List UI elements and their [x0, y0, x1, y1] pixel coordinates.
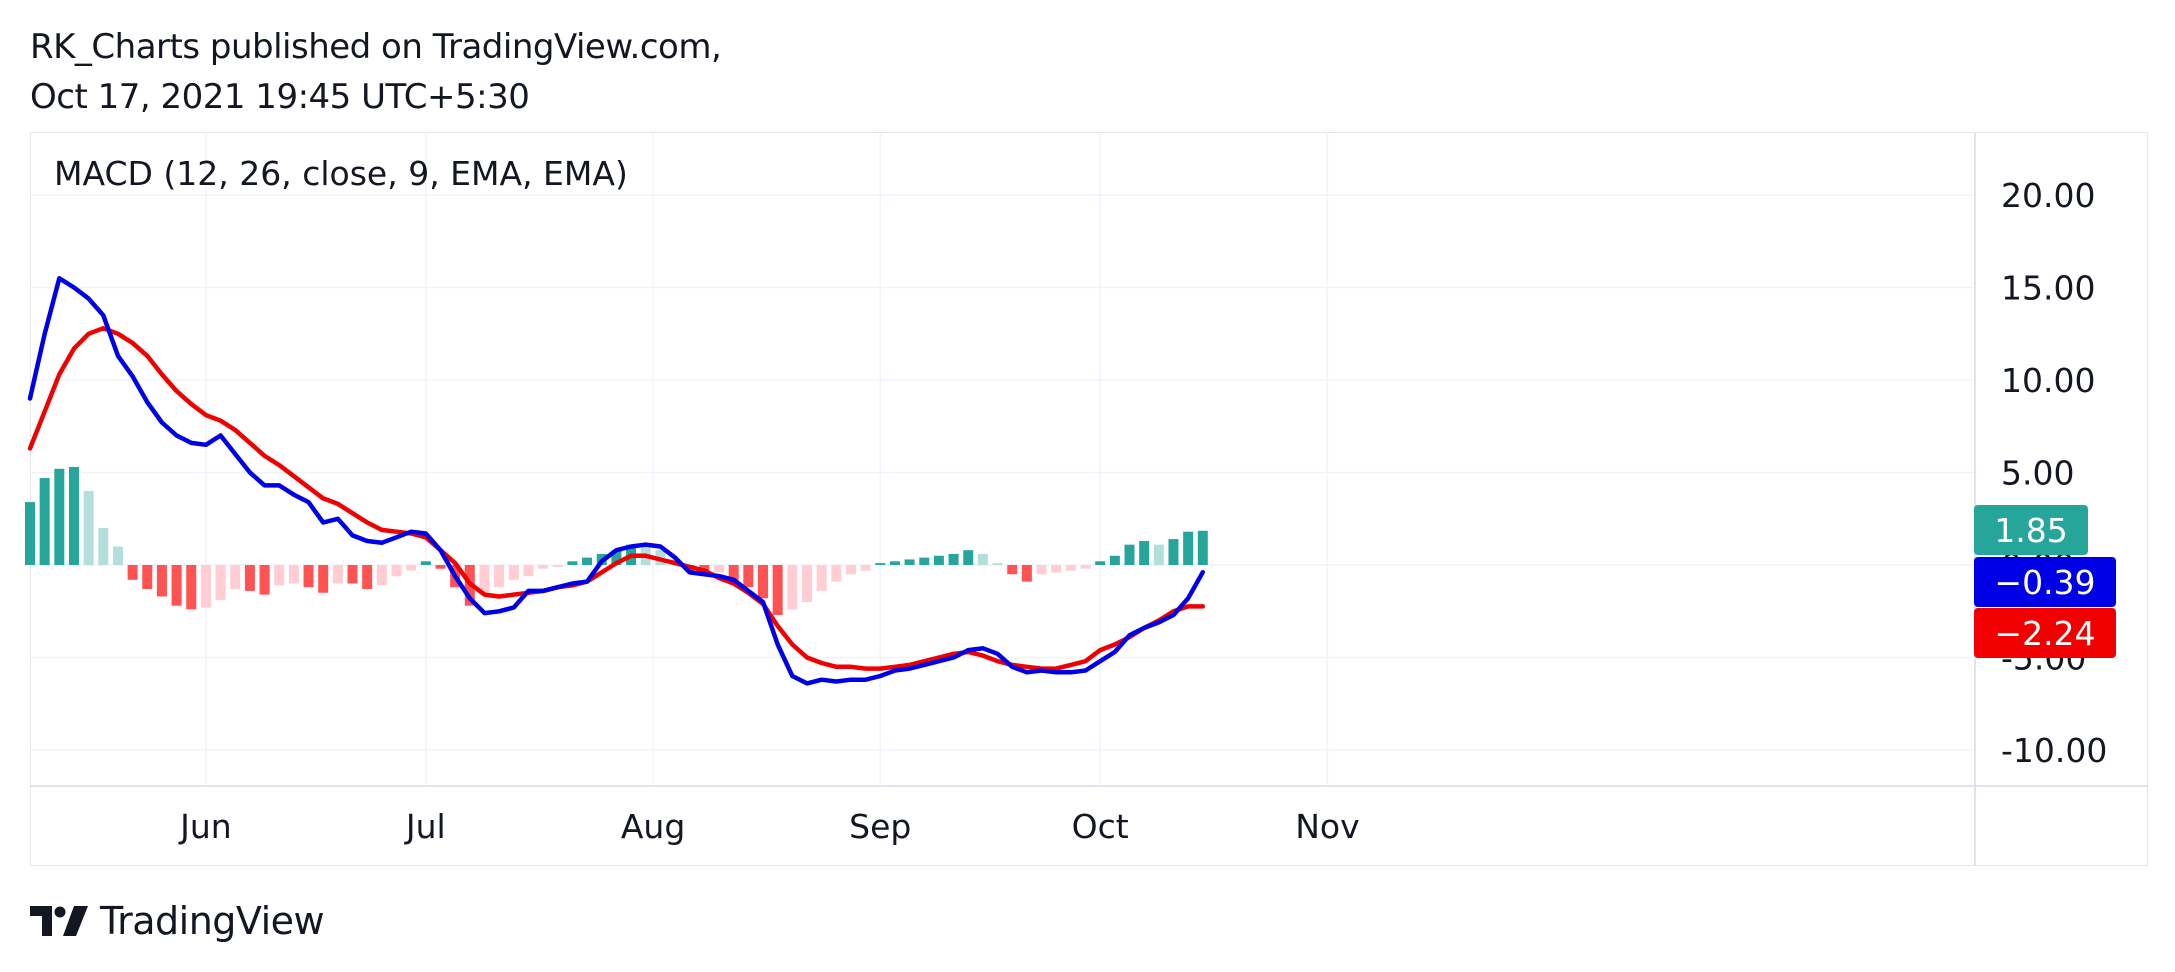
histogram-bar[interactable] [1080, 565, 1091, 569]
histogram-bar[interactable] [567, 561, 578, 565]
histogram-bar[interactable] [963, 550, 974, 565]
histogram-bar[interactable] [1021, 565, 1032, 582]
signal-value-badge-text: −2.24 [1994, 614, 2095, 653]
x-tick-label: Oct [1072, 807, 1129, 846]
histogram-bar[interactable] [142, 565, 153, 590]
histogram-bar[interactable] [406, 565, 417, 571]
histogram-bar[interactable] [274, 565, 285, 586]
histogram-bar[interactable] [332, 565, 343, 584]
histogram-bar[interactable] [112, 546, 123, 566]
histogram-bar[interactable] [1109, 555, 1120, 565]
histogram-bar[interactable] [948, 553, 959, 565]
histogram-bar[interactable] [259, 565, 270, 595]
y-tick-label: 5.00 [2001, 454, 2074, 493]
histogram-bar[interactable] [200, 565, 211, 608]
histogram-bar[interactable] [54, 468, 65, 565]
histogram-bar[interactable] [743, 565, 754, 588]
histogram-bar[interactable] [318, 565, 329, 593]
histogram-bar[interactable] [728, 565, 739, 582]
histogram-bar[interactable] [1183, 531, 1194, 565]
x-tick-label: Aug [621, 807, 685, 846]
histogram-bar[interactable] [714, 565, 725, 573]
histogram-bar[interactable] [977, 553, 988, 565]
histogram-bar[interactable] [288, 565, 299, 584]
histogram-bar[interactable] [772, 565, 783, 615]
histogram-bar[interactable] [156, 565, 167, 597]
histogram-bar[interactable] [875, 563, 886, 565]
histogram-bar[interactable] [83, 491, 94, 565]
histogram-bar[interactable] [1168, 539, 1179, 565]
x-tick-label: Nov [1295, 807, 1359, 846]
histogram-bar[interactable] [919, 557, 930, 565]
histogram-bar[interactable] [186, 565, 197, 610]
histogram-bar[interactable] [538, 565, 549, 569]
histogram-bar[interactable] [376, 565, 387, 586]
publisher-line: RK_Charts published on TradingView.com, [30, 27, 722, 67]
y-tick-label: 10.00 [2001, 361, 2095, 400]
indicator-title[interactable]: MACD (12, 26, close, 9, EMA, EMA) [54, 154, 628, 193]
histogram-bar[interactable] [420, 561, 431, 565]
y-tick-label: 20.00 [2001, 176, 2095, 215]
histogram-bar[interactable] [1036, 565, 1047, 575]
tradingview-logo-icon[interactable] [30, 906, 88, 936]
histogram-bar[interactable] [845, 565, 856, 575]
histogram-value-badge-text: 1.85 [1994, 511, 2067, 550]
histogram-bar[interactable] [523, 565, 534, 577]
histogram-bar[interactable] [215, 565, 226, 601]
histogram-bar[interactable] [552, 565, 563, 567]
histogram-bar[interactable] [39, 478, 50, 565]
histogram-bar[interactable] [1153, 544, 1164, 565]
histogram-bar[interactable] [68, 466, 79, 565]
histogram-bar[interactable] [494, 565, 505, 588]
chart-frame [30, 132, 2148, 866]
histogram-bar[interactable] [362, 565, 373, 590]
histogram-bar[interactable] [1007, 565, 1018, 575]
histogram-bar[interactable] [611, 550, 622, 565]
y-tick-label: -10.00 [2001, 731, 2107, 770]
x-tick-label: Jun [178, 807, 232, 846]
footer: TradingView [30, 896, 325, 946]
histogram-value-badge[interactable] [1974, 505, 2088, 555]
histogram-bar[interactable] [758, 565, 768, 599]
publish-header: RK_Charts published on TradingView.com, … [30, 22, 722, 122]
histogram-bar[interactable] [347, 565, 358, 584]
x-tick-label: Sep [849, 807, 911, 846]
histogram-bar[interactable] [244, 565, 255, 591]
tradingview-brand[interactable]: TradingView [100, 899, 325, 943]
histogram-bar[interactable] [25, 502, 35, 565]
histogram-bar[interactable] [435, 565, 446, 569]
x-tick-label: Jul [404, 807, 446, 846]
histogram-bar[interactable] [1124, 544, 1135, 565]
histogram-bar[interactable] [933, 555, 944, 565]
histogram-bar[interactable] [801, 565, 812, 602]
histogram-bar[interactable] [479, 565, 490, 593]
histogram-bar[interactable] [816, 565, 827, 591]
histogram-bar[interactable] [391, 565, 402, 577]
histogram-bar[interactable] [303, 565, 314, 588]
histogram-bar[interactable] [1197, 530, 1208, 565]
macd-value-badge-text: −0.39 [1994, 563, 2095, 602]
histogram-bar[interactable] [582, 557, 593, 565]
publish-date: Oct 17, 2021 19:45 UTC+5:30 [30, 77, 530, 117]
histogram-bar[interactable] [1065, 565, 1076, 571]
macd-line[interactable] [27, 276, 1206, 686]
macd-value-badge[interactable] [1974, 557, 2116, 607]
histogram-bar[interactable] [508, 565, 519, 580]
histogram-bar[interactable] [230, 565, 241, 590]
histogram-bar[interactable] [171, 565, 182, 606]
histogram-bar[interactable] [992, 563, 1003, 565]
histogram-bar[interactable] [831, 565, 842, 582]
histogram-bar[interactable] [889, 561, 900, 565]
histogram-bar[interactable] [1051, 565, 1062, 573]
histogram-bar[interactable] [98, 528, 109, 565]
histogram-bar[interactable] [1095, 561, 1106, 565]
histogram-bar[interactable] [904, 559, 915, 565]
histogram-bar[interactable] [127, 565, 138, 580]
histogram-bar[interactable] [860, 565, 871, 571]
y-tick-label: 15.00 [2001, 269, 2095, 308]
histogram-bar[interactable] [1139, 540, 1150, 565]
histogram-bar[interactable] [787, 565, 798, 610]
signal-value-badge[interactable] [1974, 608, 2116, 658]
